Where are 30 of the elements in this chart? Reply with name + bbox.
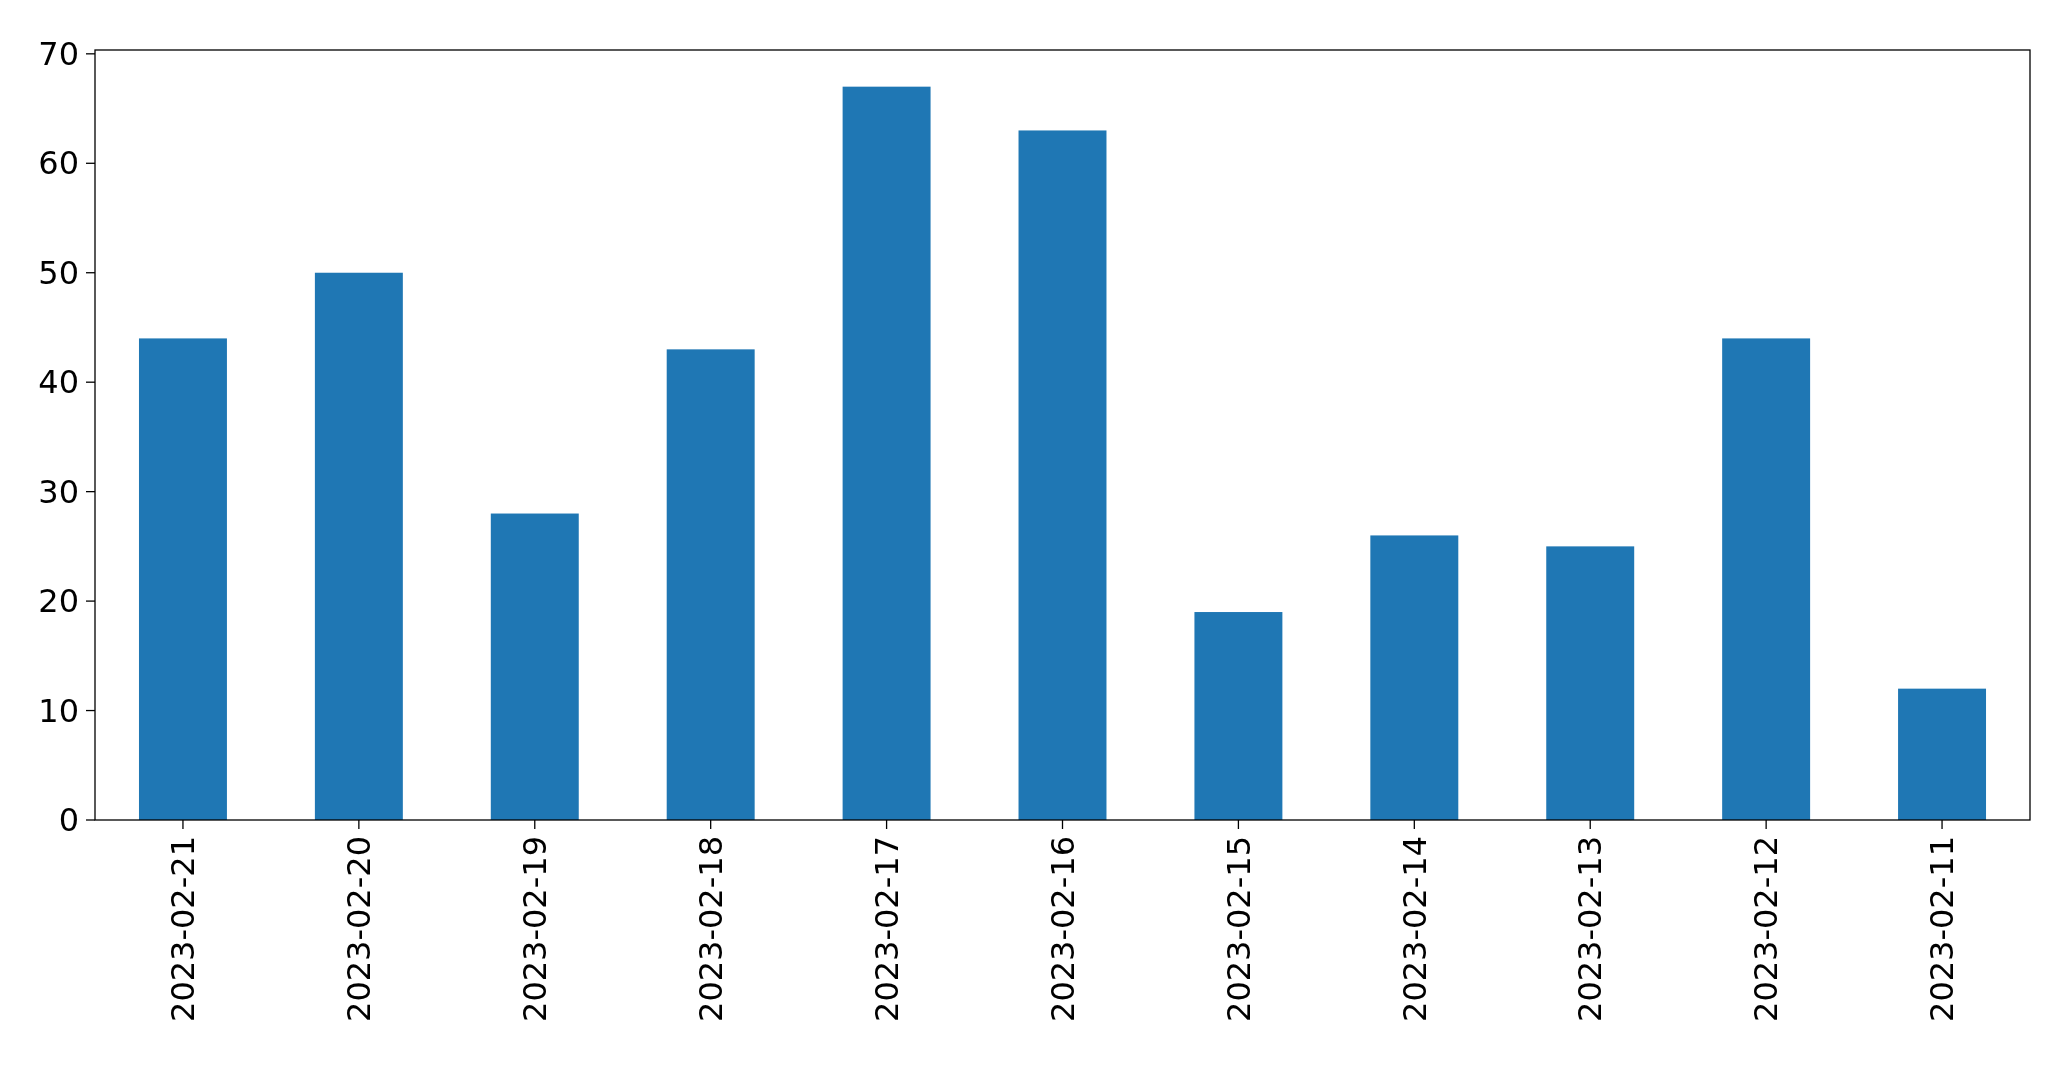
x-tick-label: 2023-02-15: [1219, 836, 1258, 1022]
y-tick-label: 30: [38, 472, 79, 511]
bar: [842, 86, 931, 820]
bar: [666, 349, 755, 820]
y-tick-label: 60: [38, 144, 79, 183]
x-tick-label: 2023-02-13: [1571, 836, 1610, 1022]
bar: [1898, 688, 1987, 820]
bar: [138, 338, 227, 820]
x-tick-label: 2023-02-17: [867, 836, 906, 1022]
bar: [314, 272, 403, 820]
x-tick-label: 2023-02-11: [1923, 836, 1962, 1022]
y-tick-label: 20: [38, 582, 79, 621]
y-tick-label: 10: [38, 691, 79, 730]
bar: [1194, 612, 1283, 820]
x-tick-label: 2023-02-18: [691, 836, 730, 1022]
y-tick-label: 0: [58, 801, 79, 840]
x-tick-label: 2023-02-20: [340, 836, 379, 1022]
bar: [1018, 130, 1107, 820]
bar: [1546, 546, 1635, 820]
x-tick-label: 2023-02-21: [164, 836, 203, 1022]
bar: [1722, 338, 1811, 820]
bar: [490, 513, 579, 820]
x-tick-label: 2023-02-19: [515, 836, 554, 1022]
y-tick-label: 40: [38, 363, 79, 402]
y-tick-label: 50: [38, 253, 79, 292]
x-tick-label: 2023-02-14: [1395, 836, 1434, 1022]
y-tick-label: 70: [38, 35, 79, 74]
x-tick-label: 2023-02-16: [1043, 836, 1082, 1022]
bar: [1370, 535, 1459, 820]
x-tick-label: 2023-02-12: [1747, 836, 1786, 1022]
